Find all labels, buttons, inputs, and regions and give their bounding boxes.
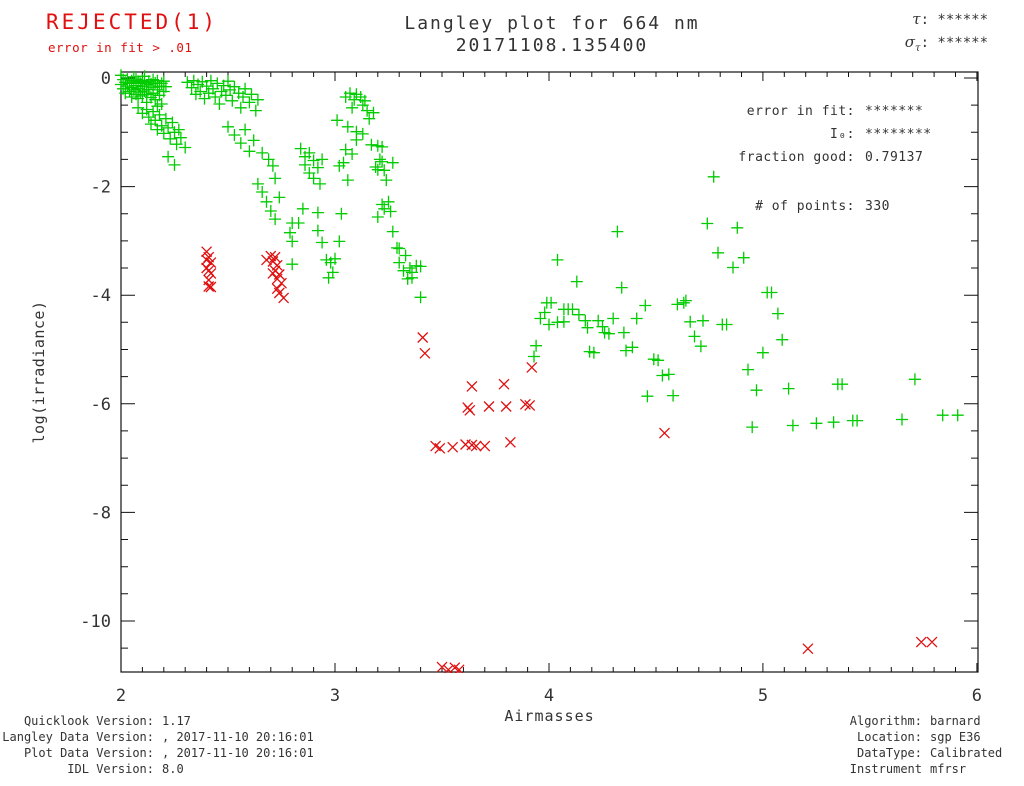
version-row-plot-data: Plot Data Version: , 2017-11-10 20:16:01 xyxy=(0,745,314,761)
svg-text:2: 2 xyxy=(116,686,126,706)
version-row-idl: IDL Version: 8.0 xyxy=(0,761,314,777)
version-row-langley-data: Langley Data Version: , 2017-11-10 20:16… xyxy=(0,729,314,745)
tau-stats-block: τ: ****** στ: ****** xyxy=(905,8,988,60)
info-label: Algorithm: xyxy=(849,714,922,728)
info-label: Instrument xyxy=(849,762,922,776)
version-value: , 2017-11-10 20:16:01 xyxy=(162,730,314,744)
stat-value: ******** xyxy=(865,127,932,142)
version-info-block: Quicklook Version: 1.17 Langley Data Ver… xyxy=(0,713,314,777)
sigma-value: : ****** xyxy=(920,35,988,51)
stat-row-num-points: # of points: 330 xyxy=(738,195,935,218)
info-value: mfrsr xyxy=(930,762,967,776)
svg-text:-8: -8 xyxy=(91,503,111,523)
stat-label: I₀: xyxy=(830,127,855,142)
version-label: Plot Data Version: xyxy=(23,746,154,760)
version-label: Langley Data Version: xyxy=(2,730,154,744)
stat-value: 330 xyxy=(865,199,890,214)
svg-text:Airmasses: Airmasses xyxy=(504,707,594,725)
tau-value: : ****** xyxy=(920,12,988,28)
stat-row-error: error in fit: ******* xyxy=(738,100,935,123)
tau-symbol: τ xyxy=(912,10,921,28)
svg-text:log(irradiance): log(irradiance) xyxy=(30,301,48,444)
plot-title-block: Langley plot for 664 nm 20171108.135400 xyxy=(352,13,752,57)
sigma-symbol: σ xyxy=(904,33,916,51)
info-value: Calibrated xyxy=(930,746,1003,760)
svg-text:3: 3 xyxy=(330,686,340,706)
svg-text:-2: -2 xyxy=(91,178,111,198)
info-row-instrument: Instrument mfrsr xyxy=(840,761,1010,777)
version-row-quicklook: Quicklook Version: 1.17 xyxy=(0,713,314,729)
version-label: IDL Version: xyxy=(67,762,154,776)
plot-subtitle: 20171108.135400 xyxy=(455,35,649,56)
stat-row-i0: I₀: ******** xyxy=(738,123,935,146)
stat-value: 0.79137 xyxy=(865,150,924,165)
stat-label: fraction good: xyxy=(738,150,855,165)
fit-stats-block: error in fit: ******* I₀: ******** fract… xyxy=(738,100,935,218)
version-value: , 2017-11-10 20:16:01 xyxy=(162,746,314,760)
sigma-row: στ: ****** xyxy=(905,31,988,60)
info-value: sgp E36 xyxy=(930,730,981,744)
stat-row-fraction-good: fraction good: 0.79137 xyxy=(738,146,935,169)
instrument-info-block: Algorithm: barnard Location: sgp E36 Dat… xyxy=(840,713,1010,777)
stat-label: # of points: xyxy=(755,199,855,214)
version-value: 1.17 xyxy=(162,714,191,728)
version-label: Quicklook Version: xyxy=(23,714,154,728)
info-row-algorithm: Algorithm: barnard xyxy=(840,713,1010,729)
sigma-subscript: τ xyxy=(915,42,921,54)
plot-title: Langley plot for 664 nm xyxy=(404,13,700,34)
svg-text:0: 0 xyxy=(101,69,111,89)
info-label: DataType: xyxy=(856,746,922,760)
svg-text:-4: -4 xyxy=(91,286,111,306)
rejected-reason: error in fit > .01 xyxy=(48,40,193,55)
svg-text:-10: -10 xyxy=(80,612,111,632)
stat-value: ******* xyxy=(865,104,924,119)
stat-label: error in fit: xyxy=(746,104,855,119)
svg-text:5: 5 xyxy=(758,686,768,706)
tau-row: τ: ****** xyxy=(905,8,988,31)
svg-text:4: 4 xyxy=(544,686,554,706)
version-value: 8.0 xyxy=(162,762,184,776)
info-label: Location: xyxy=(856,730,922,744)
svg-text:6: 6 xyxy=(972,686,982,706)
info-row-location: Location: sgp E36 xyxy=(840,729,1010,745)
info-row-datatype: DataType: Calibrated xyxy=(840,745,1010,761)
info-value: barnard xyxy=(930,714,981,728)
rejected-label: REJECTED(1) xyxy=(46,10,219,34)
svg-text:-6: -6 xyxy=(91,395,111,415)
